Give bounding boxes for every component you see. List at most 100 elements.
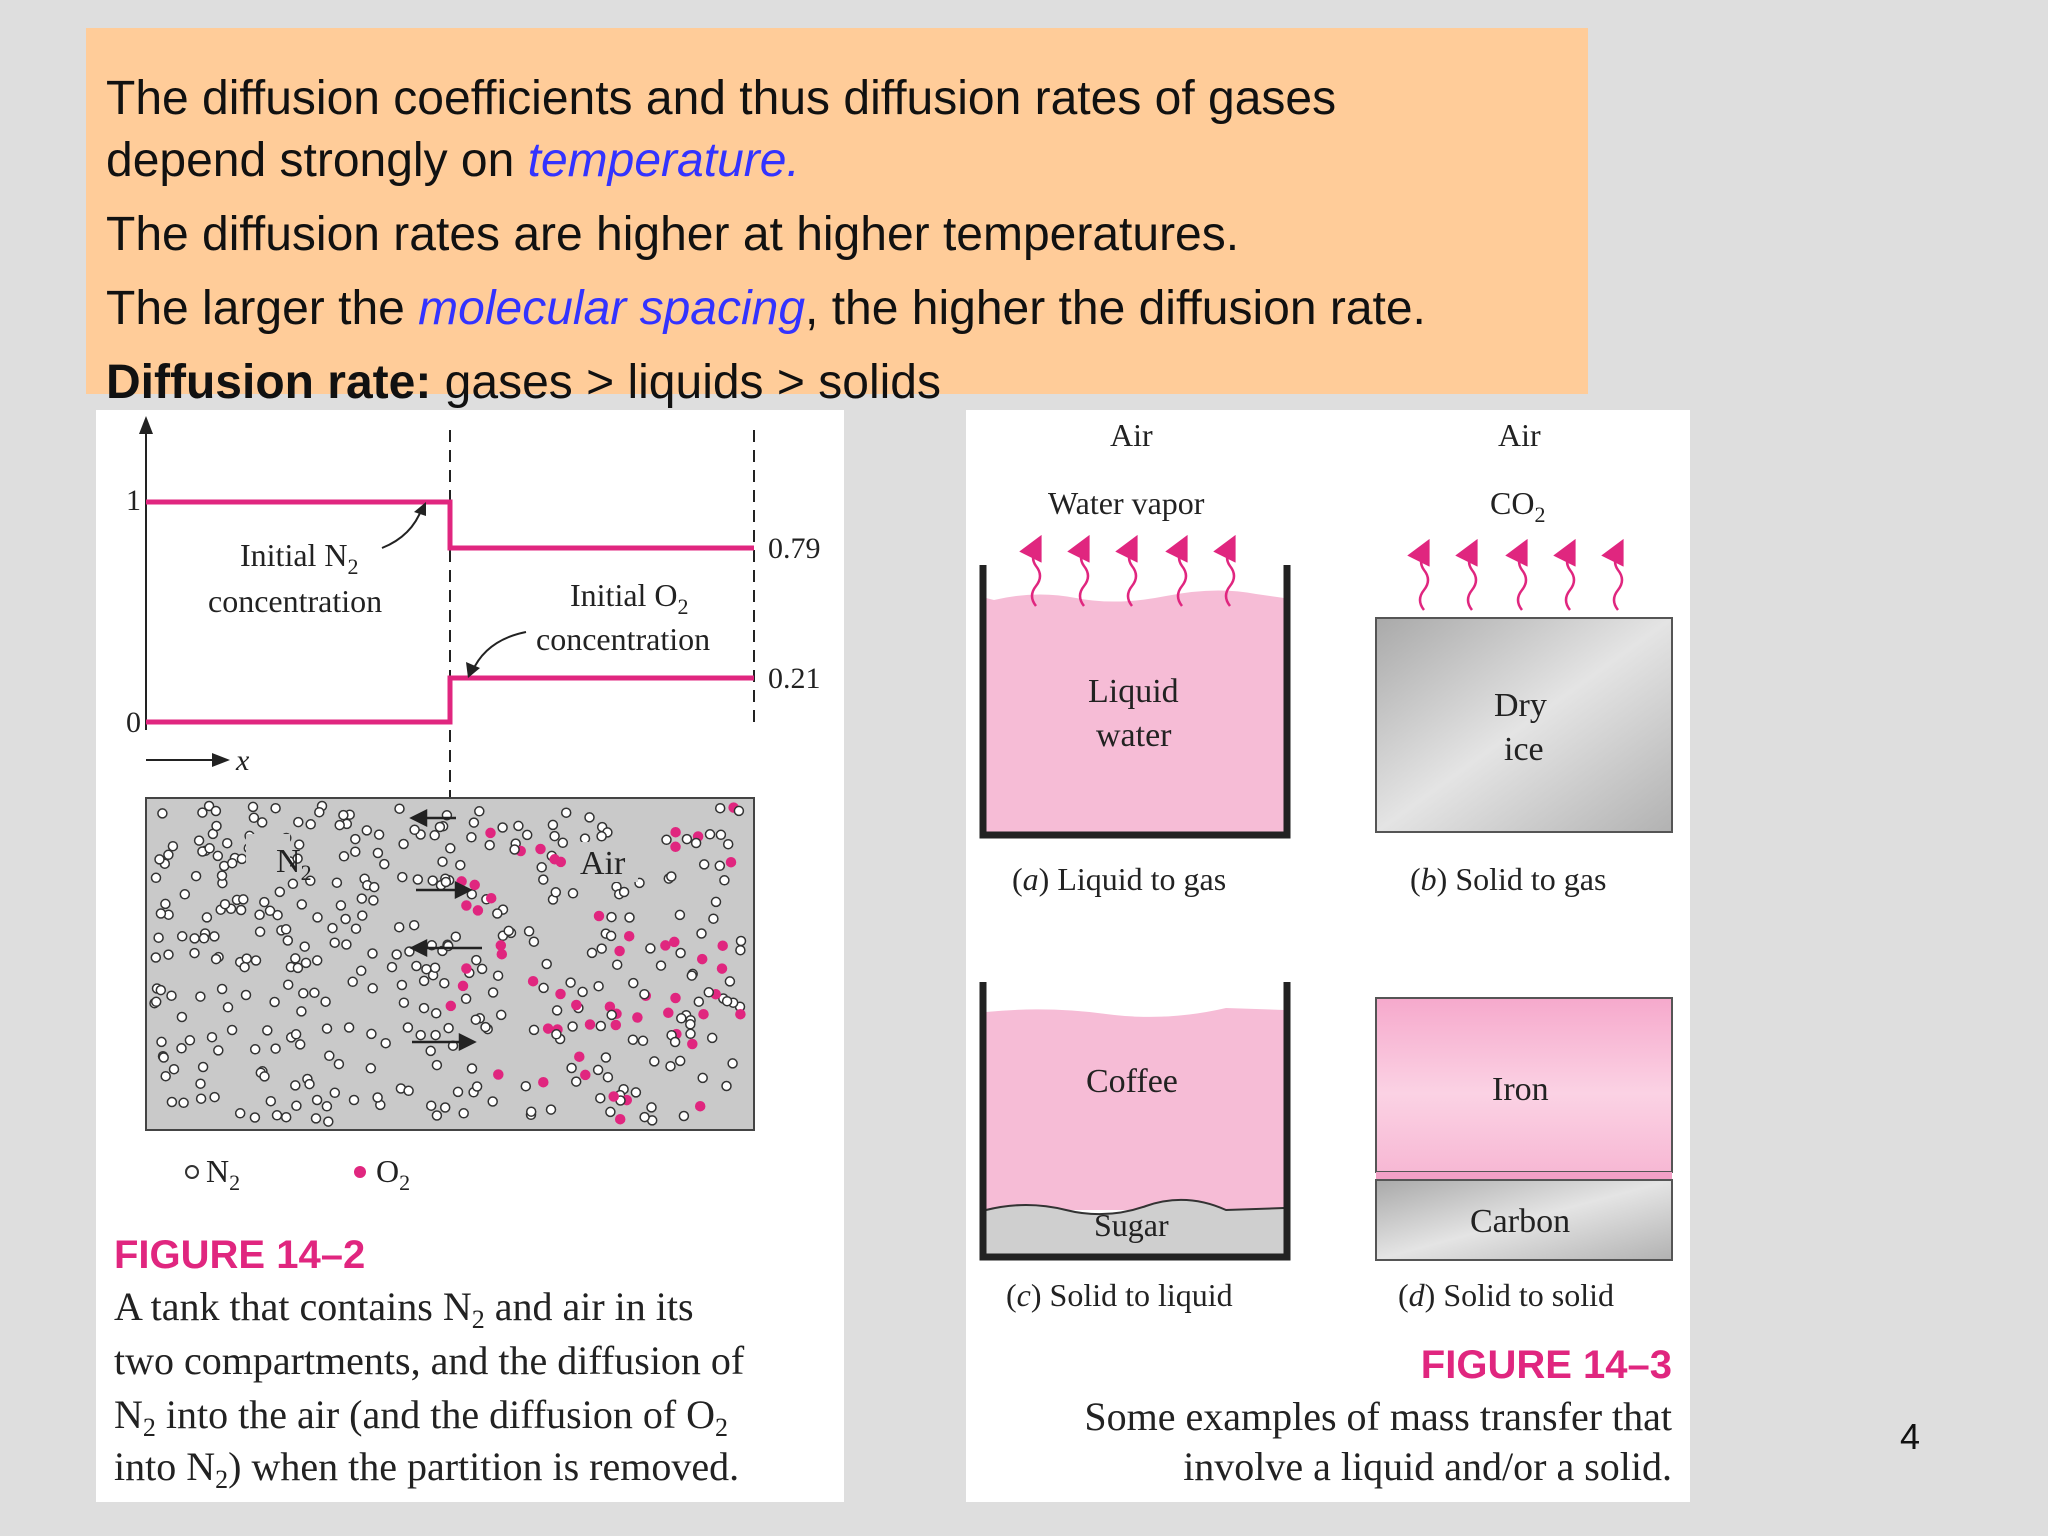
n2-molecule xyxy=(270,1043,281,1054)
n2-molecule xyxy=(391,949,402,960)
n2-molecule xyxy=(195,991,206,1002)
n2-molecule xyxy=(292,853,303,864)
caption-d: (d) Solid to solid xyxy=(1398,1277,1614,1313)
n2-molecule xyxy=(445,843,456,854)
o2-molecule xyxy=(571,999,582,1011)
iron-carbon-interface xyxy=(1376,1172,1672,1180)
n2-molecule xyxy=(324,1050,335,1062)
n2-molecule xyxy=(437,856,448,867)
value-079: 0.79 xyxy=(768,532,821,565)
n2-molecule xyxy=(645,943,656,954)
n2-molecule xyxy=(367,948,378,959)
n2-molecule xyxy=(430,1008,442,1019)
o2-molecule xyxy=(725,856,737,868)
figure-14-3-graphic: Air Air Water vapor CO2 Liquid water Dry… xyxy=(979,417,1673,1489)
n2-molecule xyxy=(291,1100,302,1112)
co2-arrow xyxy=(1455,538,1478,611)
n2-molecule xyxy=(334,819,345,831)
o2-molecule xyxy=(716,963,728,974)
o2-molecule xyxy=(670,841,681,853)
n2-molecule xyxy=(347,976,358,988)
o2-molecule xyxy=(608,1091,619,1102)
o2-molecule xyxy=(445,1000,457,1012)
n2-molecule xyxy=(675,947,686,959)
n2-molecule xyxy=(425,1045,436,1057)
n2-molecule xyxy=(452,1086,464,1098)
n2-molecule xyxy=(450,931,462,942)
container-c xyxy=(979,982,1291,1261)
n2-molecule xyxy=(434,821,446,833)
n2-molecule xyxy=(715,829,727,841)
n2-molecule xyxy=(269,996,280,1008)
n2-molecule xyxy=(398,838,409,850)
n2-molecule xyxy=(321,1101,333,1112)
n2-molecule xyxy=(210,805,222,817)
n2-molecule xyxy=(176,1011,188,1023)
n2-molecule xyxy=(476,963,488,975)
n2-molecule xyxy=(380,1037,391,1049)
n2-molecule xyxy=(586,947,598,959)
n2-molecule xyxy=(338,809,349,821)
o2-molecule xyxy=(472,905,484,916)
o2-molecule xyxy=(614,1113,626,1125)
n2-molecule xyxy=(409,824,420,836)
n2-molecule xyxy=(703,987,715,998)
o2-molecule xyxy=(542,1023,554,1034)
tank-air-label: Air xyxy=(580,845,626,882)
dry-ice-block xyxy=(1375,617,1673,833)
n2-molecule xyxy=(293,816,304,828)
n2-molecule xyxy=(203,800,215,812)
n2-molecule xyxy=(579,833,591,844)
co2-arrow xyxy=(1553,538,1576,611)
dry-label: Dry xyxy=(1494,687,1547,724)
n2-molecule xyxy=(427,875,438,886)
n2-molecule xyxy=(566,1062,577,1074)
n2-molecule xyxy=(681,833,693,845)
water-vapor-label: Water vapor xyxy=(1048,485,1205,521)
n2-molecule xyxy=(470,1014,482,1025)
o2-molecule xyxy=(584,1019,596,1030)
n2-molecule xyxy=(523,926,535,937)
n2-molecule xyxy=(311,1094,323,1106)
n2-molecule xyxy=(226,1024,238,1036)
n2-molecule xyxy=(605,1106,616,1118)
n2-molecule xyxy=(545,1104,557,1115)
carbon-block xyxy=(1375,1179,1673,1261)
n2-molecule xyxy=(714,860,726,872)
co2-arrow xyxy=(1601,538,1624,611)
n2-molecule xyxy=(160,898,171,910)
n2-molecule xyxy=(727,1058,738,1069)
n2-molecule xyxy=(299,941,310,952)
n2-molecule xyxy=(468,817,480,828)
n2-molecule xyxy=(567,888,579,899)
n2-molecule xyxy=(154,854,165,865)
n2-molecule xyxy=(150,872,162,884)
n2-molecule xyxy=(611,959,623,970)
coffee-label: Coffee xyxy=(1086,1063,1178,1100)
n2-molecule xyxy=(565,977,576,988)
coffee-fill xyxy=(986,1008,1284,1210)
n2-molecule xyxy=(639,988,650,1000)
initial-n2-concentration: concentration xyxy=(208,583,382,619)
n2-molecule xyxy=(577,986,588,998)
n2-molecule xyxy=(403,1085,414,1097)
n2-molecule xyxy=(379,858,390,870)
n2-molecule xyxy=(272,909,283,921)
n2-molecule xyxy=(212,850,224,862)
n2-pointer-arrow xyxy=(381,507,423,549)
n2-molecule xyxy=(721,1080,732,1092)
n2-molecule xyxy=(348,1094,360,1106)
n2-molecule xyxy=(221,837,233,849)
n2-molecule xyxy=(431,1059,443,1071)
o2-molecule xyxy=(457,980,469,992)
y-tick-1: 1 xyxy=(126,484,141,517)
n2-molecule xyxy=(292,962,304,974)
n2-molecule xyxy=(735,944,746,956)
n2-molecule xyxy=(365,1063,377,1074)
n2-molecule xyxy=(176,931,188,942)
callout-line-3: The diffusion rates are higher at higher… xyxy=(106,208,1240,261)
n2-molecule xyxy=(341,939,352,950)
sugar-label: Sugar xyxy=(1094,1207,1169,1243)
n2-molecule xyxy=(474,806,485,817)
n2-molecule xyxy=(287,878,299,890)
